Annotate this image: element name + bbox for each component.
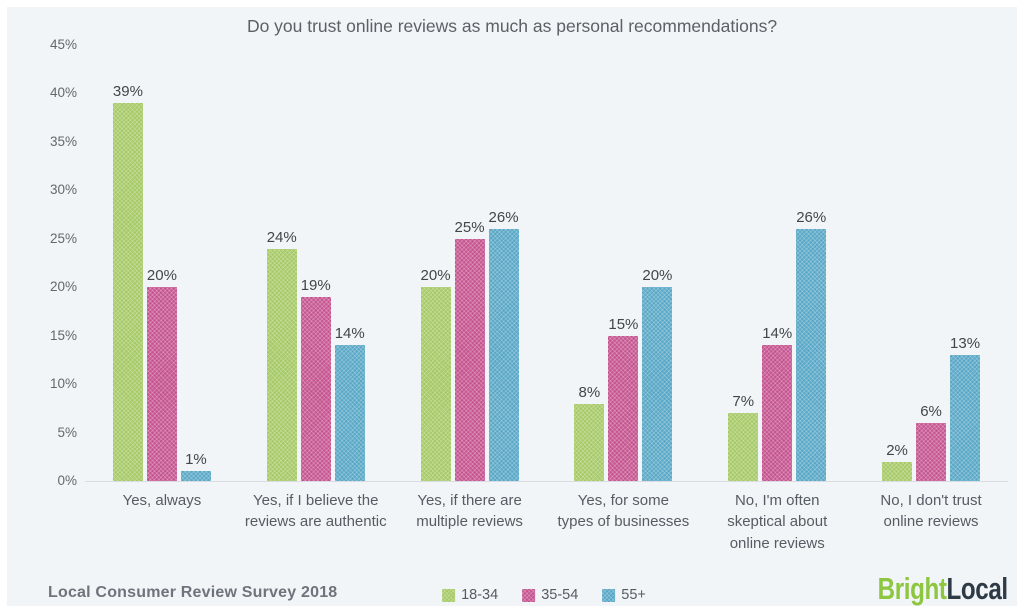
category-label: Yes, if I believe the reviews are authen… [244, 492, 387, 531]
legend-swatch-icon [522, 588, 536, 602]
bar-18-34: 2% [882, 442, 913, 481]
y-tick-label: 15% [49, 327, 77, 343]
bar-55+: 26% [489, 209, 519, 481]
source-caption: Local Consumer Review Survey 2018 [48, 584, 338, 601]
bar-value-label: 25% [454, 218, 485, 236]
bar-value-label: 26% [488, 209, 519, 227]
bar-value-label: 39% [112, 83, 143, 101]
bar-35-54: 15% [608, 316, 638, 481]
bar-group: 2% 6% 13% No, I don't trust online reviews [854, 45, 1008, 554]
y-tick-label: 0% [57, 473, 77, 488]
bar-value-label: 19% [300, 276, 331, 294]
bar-value-label: 24% [266, 228, 297, 246]
legend-item-18-34: 18-34 [442, 587, 498, 603]
bar-18-34: 7% [728, 393, 759, 481]
bar-cluster: 8% 15% 20% [574, 45, 672, 481]
bar-group: 8% 15% 20% Yes, for some types of businesse… [546, 45, 700, 554]
bar-groups: 39% 20% 1% Yes, always 24% 19% 14% Yes, if I be… [85, 45, 1008, 554]
bar-group: 7% 14% 26% No, I'm often skeptical about on… [700, 45, 854, 554]
legend-item-55+: 55+ [602, 587, 646, 603]
legend: 18-34 35-54 55+ [442, 587, 646, 603]
legend-label: 18-34 [461, 587, 499, 603]
y-tick-label: 45% [49, 37, 77, 52]
bar-55+: 13% [950, 335, 980, 481]
y-tick-label: 40% [49, 85, 77, 101]
bar-value-label: 1% [185, 451, 207, 469]
bar-group: 20% 25% 26% Yes, if there are multiple revi… [393, 45, 547, 554]
bar-value-label: 20% [146, 267, 177, 285]
bar-value-label: 20% [420, 267, 451, 285]
bar-55+: 20% [642, 267, 672, 481]
bar-value-label: 2% [886, 441, 908, 459]
bar-18-34: 39% [113, 83, 143, 481]
bar-group: 39% 20% 1% Yes, always [85, 45, 239, 554]
legend-swatch-icon [442, 588, 456, 602]
y-axis: 45% 40% 35% 30% 25% 20% 15% 10% 5% 0% [15, 7, 77, 527]
category-label: Yes, if there are multiple reviews [416, 492, 523, 531]
y-tick-label: 10% [49, 376, 77, 392]
brightlocal-logo: BrightLocal [878, 572, 1008, 606]
bar-35-54: 19% [301, 277, 331, 481]
chart-title: Do you trust online reviews as much as p… [246, 16, 778, 36]
bar-18-34: 8% [574, 384, 605, 481]
category-label: Yes, for some types of businesses [557, 492, 690, 531]
bar-value-label: 7% [732, 393, 755, 411]
legend-item-35-54: 35-54 [522, 587, 578, 603]
y-tick-label: 25% [49, 230, 77, 246]
bar-value-label: 13% [950, 335, 981, 352]
bar-55+: 1% [180, 451, 211, 481]
bar-35-54: 14% [762, 325, 792, 481]
bar-35-54: 6% [916, 403, 947, 481]
x-axis-baseline [85, 481, 1008, 482]
y-tick-label: 30% [49, 182, 77, 198]
bar-cluster: 39% 20% 1% [113, 45, 211, 481]
legend-label: 35-54 [541, 587, 579, 603]
bar-cluster: 7% 14% 26% [728, 45, 826, 481]
bar-35-54: 25% [455, 219, 485, 481]
bar-value-label: 8% [578, 383, 601, 401]
logo-bright-text: Bright [877, 571, 947, 606]
logo-local-text: Local [946, 571, 1009, 606]
bar-55+: 26% [796, 209, 826, 481]
bar-value-label: 26% [796, 209, 827, 227]
legend-label: 55+ [621, 587, 646, 603]
bar-value-label: 14% [334, 325, 365, 343]
bar-value-label: 14% [762, 325, 793, 343]
bar-value-label: 20% [642, 267, 673, 285]
legend-swatch-icon [602, 588, 616, 602]
y-tick-label: 20% [49, 279, 77, 295]
y-tick-label: 5% [57, 424, 77, 440]
bar-value-label: 15% [608, 315, 639, 333]
bar-cluster: 20% 25% 26% [421, 45, 519, 481]
chart-panel: Do you trust online reviews as much as p… [7, 7, 1017, 606]
bar-18-34: 24% [267, 229, 297, 481]
plot-area: 39% 20% 1% Yes, always 24% 19% 14% Yes, if I be… [85, 45, 1008, 554]
bar-cluster: 24% 19% 14% [267, 45, 365, 481]
bar-cluster: 2% 6% 13% [882, 45, 980, 481]
category-label: Yes, always [122, 492, 202, 509]
category-label: No, I'm often skeptical about online rev… [727, 492, 828, 552]
bar-group: 24% 19% 14% Yes, if I believe the reviews a… [239, 45, 393, 554]
bar-55+: 14% [335, 325, 365, 481]
bar-35-54: 20% [147, 267, 177, 481]
y-tick-label: 35% [49, 133, 77, 149]
bar-18-34: 20% [421, 267, 451, 481]
category-label: No, I don't trust online reviews [880, 492, 982, 531]
bar-value-label: 6% [920, 402, 942, 420]
